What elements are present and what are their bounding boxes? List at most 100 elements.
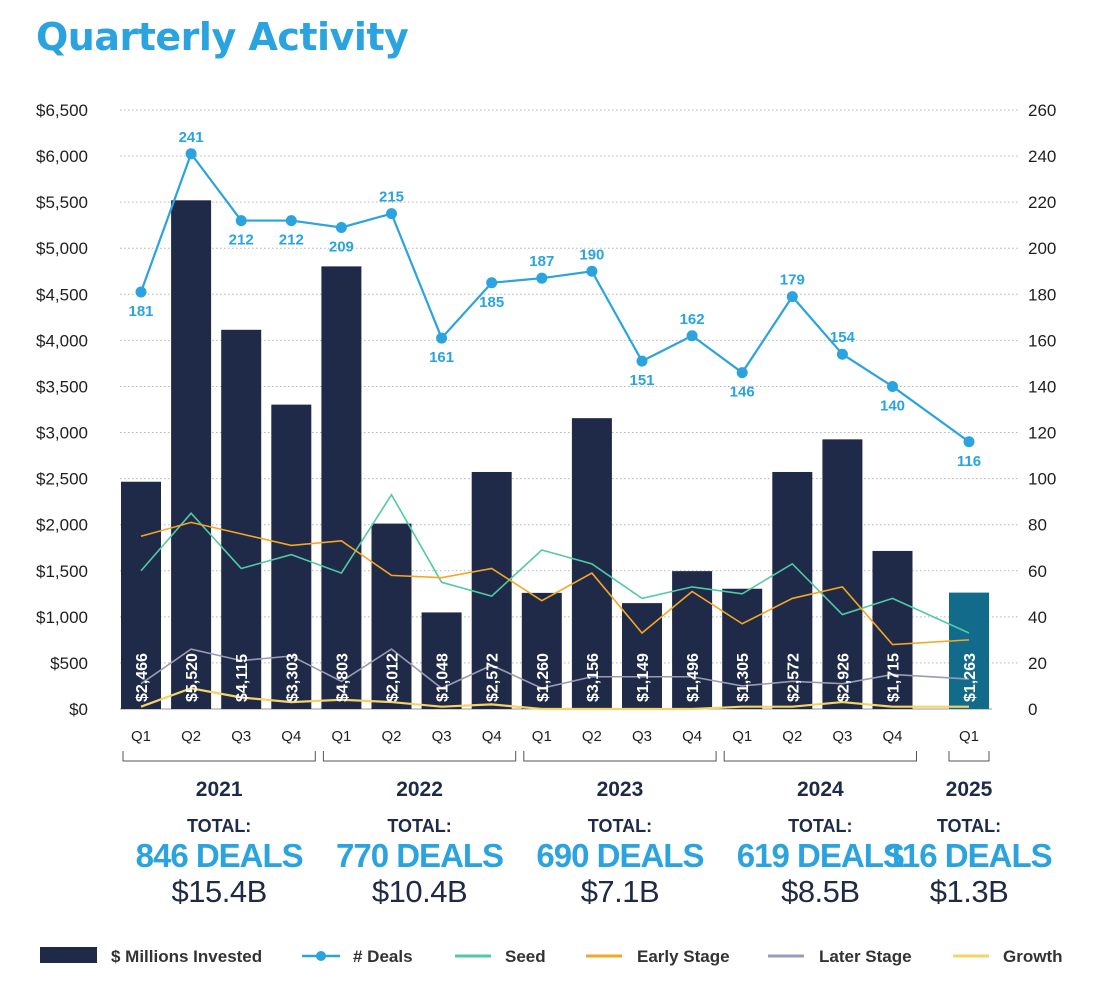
deals-value-label: 215 [379,189,404,206]
bar-value-label: $2,572 [785,653,802,702]
left-y-tick-label: $3,500 [36,377,88,396]
left-y-tick-label: $6,500 [36,101,88,120]
bar-value-label: $3,303 [284,653,301,702]
deals-marker [436,332,448,344]
right-y-tick-label: 100 [1028,470,1056,489]
year-bracket [723,751,917,762]
quarter-label: Q2 [181,728,201,745]
deals-value-label: 190 [579,246,604,263]
deals-marker [786,291,798,303]
deals-marker [636,355,648,367]
deals-marker [285,215,297,227]
bar-value-label: $1,263 [962,653,979,702]
bar-value-label: $2,572 [485,653,502,702]
right-y-tick-label: 120 [1028,424,1056,443]
bar-invested [221,329,262,709]
year-amount-total: $7.1B [581,874,660,909]
deals-marker [586,265,598,277]
left-y-tick-label: $5,500 [36,193,88,212]
quarter-label: Q3 [832,728,852,745]
deals-value-label: 185 [479,294,504,311]
deals-value-label: 212 [279,232,304,249]
bar-value-label: $2,926 [835,653,852,702]
bar-invested [672,571,713,709]
chart-title: Quarterly Activity [36,15,409,59]
right-y-tick-label: 40 [1028,608,1047,627]
year-total-label: TOTAL: [788,816,852,836]
year-label: 2021 [196,778,243,801]
right-y-tick-label: 240 [1028,147,1056,166]
bar-value-label: $5,520 [184,653,201,702]
bar-value-label: $1,305 [735,653,752,702]
quarter-label: Q4 [882,728,902,745]
quarter-label: Q3 [632,728,652,745]
legend-label-deals: # Deals [353,947,413,966]
quarter-label: Q1 [532,728,552,745]
quarter-label: Q3 [231,728,251,745]
left-y-tick-label: $2,500 [36,470,88,489]
left-y-tick-label: $4,000 [36,331,88,350]
quarter-label: Q4 [682,728,702,745]
bar-value-label: $4,115 [234,654,251,702]
deals-marker [486,277,498,289]
line-deals [139,151,970,443]
deals-value-label: 179 [780,272,805,289]
right-y-tick-label: 20 [1028,654,1047,673]
bar-value-label: $2,012 [385,653,402,702]
year-total-label: TOTAL: [387,816,451,836]
bar-value-label: $1,260 [535,653,552,702]
line-series [135,148,975,711]
legend-label: Early Stage [637,947,730,966]
legend: $ Millions Invested # Deals Seed Early Stag… [40,947,1063,966]
left-y-axis: $0 $500 $1,000 $1,500 $2,000 $2,500 $3,000 $3,5… [36,101,88,719]
quarter-label: Q1 [732,728,752,745]
deals-marker [135,286,147,298]
bar-invested [822,439,863,709]
deals-value-label: 212 [229,232,254,249]
x-axis: Q1 Q2 Q3 Q4 Q1 Q2 Q3 Q4 Q1 Q2 Q3 Q4 Q1 Q2 Q3 Q4 Q1 [131,728,979,745]
left-y-tick-label: $2,000 [36,516,88,535]
deals-marker [963,436,975,448]
left-y-tick-label: $4,500 [36,285,88,304]
right-y-tick-label: 200 [1028,239,1056,258]
bar-value-label: $1,149 [635,653,652,702]
year-bracket [948,751,990,762]
line-later-stage [140,648,970,690]
deals-value-label: 116 [957,453,981,470]
year-deals-total: 619 DEALS [737,837,904,874]
deals-value-label: 241 [179,129,204,146]
year-deals-total: 770 DEALS [336,837,503,874]
deals-value-label: 161 [429,349,454,366]
right-y-tick-label: 260 [1028,101,1056,120]
bar-invested [371,523,412,709]
right-y-tick-label: 60 [1028,562,1047,581]
left-y-tick-label: $1,500 [36,562,88,581]
line-early-stage [140,521,970,646]
year-amount-total: $10.4B [372,874,467,909]
bar-invested [772,471,813,709]
year-deals-total: 116 DEALS [886,837,1051,874]
right-y-tick-label: 220 [1028,193,1056,212]
bar-invested [321,266,362,709]
deals-marker [185,148,197,160]
deals-marker [686,330,698,342]
bar-invested [722,588,763,709]
deals-value-label: 146 [730,384,755,401]
left-y-tick-label: $6,000 [36,147,88,166]
left-y-tick-label: $500 [50,654,88,673]
bar-invested [521,592,562,709]
bar-value-label: $1,048 [435,653,452,702]
quarter-label: Q4 [281,728,301,745]
year-amount-total: $8.5B [781,874,860,909]
deals-value-label: 140 [880,397,905,414]
right-y-tick-label: 160 [1028,331,1056,350]
bar-value-label: $3,156 [585,653,602,702]
right-y-tick-label: 180 [1028,285,1056,304]
bar-value-label: $1,715 [886,653,903,702]
bar-series [121,200,989,709]
deals-marker [736,367,748,379]
deals-marker [887,380,898,392]
year-bracket [523,751,717,762]
deal-count-labels: 181 241 212 212 209 215 161 185 187 190 151 162 146 1… [128,129,981,470]
